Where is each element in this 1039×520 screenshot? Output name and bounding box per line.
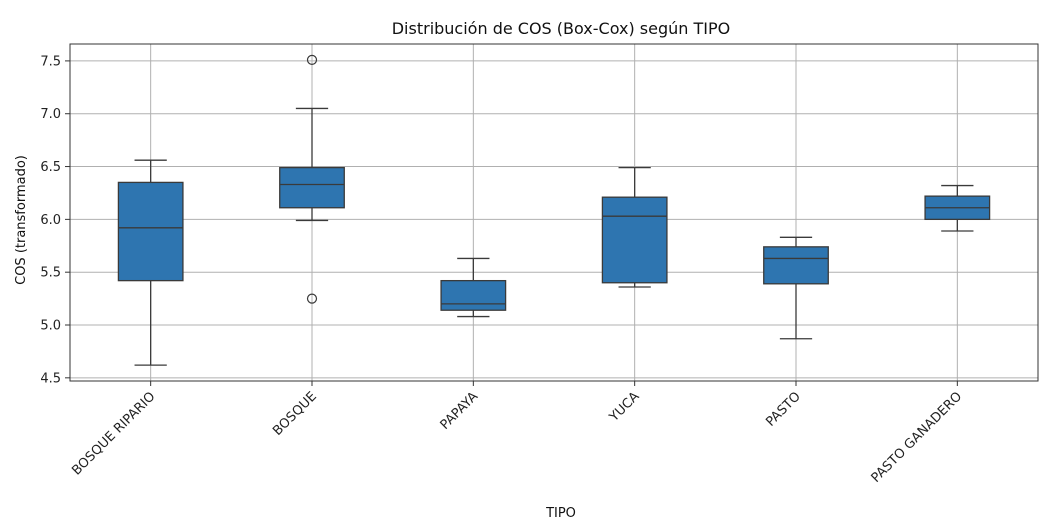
x-axis-label: TIPO	[545, 506, 576, 520]
y-axis-label: COS (transformado)	[14, 155, 29, 285]
iqr-box	[763, 246, 829, 285]
box-group	[117, 159, 184, 366]
iqr-box	[440, 279, 507, 311]
box-group	[279, 54, 345, 304]
y-tick-label: 6.5	[40, 160, 61, 175]
y-tick-label: 5.0	[40, 319, 61, 334]
outlier-point	[306, 293, 318, 304]
box-group	[440, 257, 507, 318]
iqr-box	[117, 181, 184, 282]
y-axis-ticks: 4.5 5.0 5.5 6.0 6.5 7.0 7.5	[40, 54, 70, 386]
y-tick-label: 7.0	[40, 107, 61, 122]
box-group	[601, 166, 668, 288]
iqr-box	[601, 196, 668, 284]
box-group	[924, 184, 991, 232]
y-tick-label: 4.5	[40, 371, 61, 386]
chart-title: Distribución de COS (Box-Cox) según TIPO	[392, 19, 731, 38]
plot-area-frame	[69, 43, 1039, 382]
outlier-point	[306, 54, 318, 65]
y-tick-label: 6.0	[40, 213, 61, 228]
iqr-box	[279, 166, 345, 209]
boxes-layer	[117, 54, 991, 366]
box-group	[763, 236, 829, 340]
y-tick-label: 7.5	[40, 54, 61, 69]
y-tick-label: 5.5	[40, 266, 61, 281]
